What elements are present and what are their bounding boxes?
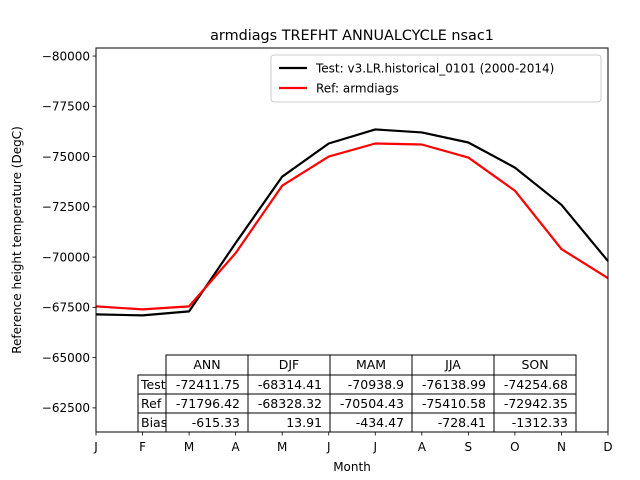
table-col-label: ANN [193, 357, 220, 372]
table-cell-value: 13.91 [286, 415, 322, 430]
table-cell-value: -75410.58 [422, 396, 486, 411]
table-cell-value: -728.41 [438, 415, 486, 430]
series-line-ref [95, 142, 609, 311]
x-tick-label: D [603, 440, 612, 454]
y-tick-label: −80000 [42, 49, 90, 63]
x-tick-label: A [232, 440, 241, 454]
x-axis-title: Month [333, 460, 371, 474]
series-line-test [95, 128, 609, 317]
y-tick-label: −62500 [42, 401, 90, 415]
x-tick-label: M [184, 440, 194, 454]
table-col-label: SON [521, 357, 548, 372]
x-tick-label: A [418, 440, 427, 454]
y-tick-label: −67500 [42, 301, 90, 315]
table-row-label: Ref [141, 396, 162, 411]
table-cell-value: -68328.32 [258, 396, 322, 411]
chart-title: armdiags TREFHT ANNUALCYCLE nsac1 [210, 28, 494, 44]
table-cell-value: -68314.41 [258, 377, 322, 392]
y-tick-label: −65000 [42, 351, 90, 365]
table-cell-value: -72942.35 [504, 396, 568, 411]
x-tick-label: J [372, 440, 377, 454]
table-cell-value: -434.47 [356, 415, 404, 430]
y-axis: −80000 −77500 −75000 −72500 −70000 −67500 −650… [42, 49, 96, 415]
x-tick-label: J [326, 440, 331, 454]
stats-table: ANN DJF MAM JJA SON Test -72411.75 -68314.41 -70… [137, 354, 577, 433]
table-cell-value: -72411.75 [176, 377, 240, 392]
x-tick-label: J [93, 440, 98, 454]
table-row-label: Test [140, 377, 166, 392]
x-tick-label: N [557, 440, 566, 454]
legend-box [270, 54, 602, 103]
table-cell-value: -70938.9 [348, 377, 404, 392]
table-cell [493, 412, 577, 433]
y-tick-label: −75000 [42, 150, 90, 164]
table-col-label: DJF [279, 357, 300, 372]
table-col-label: MAM [356, 357, 386, 372]
x-tick-label: F [139, 440, 146, 454]
table-cell-value: -615.33 [192, 415, 240, 430]
x-tick-label: M [277, 440, 287, 454]
y-axis-title: Reference height temperature (DegC) [10, 126, 24, 354]
legend: Test: v3.LR.historical_0101 (2000-2014) R… [270, 54, 602, 103]
table-cell-value: -74254.68 [504, 377, 568, 392]
legend-label: Test: v3.LR.historical_0101 (2000-2014) [315, 61, 554, 75]
y-tick-label: −77500 [42, 100, 90, 114]
y-tick-label: −72500 [42, 200, 90, 214]
series-lines [95, 128, 609, 317]
table-cell-value: -71796.42 [176, 396, 240, 411]
table-cell-value: -1312.33 [512, 415, 568, 430]
table-cell-value: -76138.99 [422, 377, 486, 392]
y-tick-label: −70000 [42, 250, 90, 264]
table-row-label: Bias [141, 415, 167, 430]
x-tick-label: S [465, 440, 473, 454]
x-tick-label: O [510, 440, 519, 454]
legend-label: Ref: armdiags [316, 81, 399, 95]
table-cell-value: -70504.43 [340, 396, 404, 411]
table-col-label: JJA [444, 357, 461, 372]
